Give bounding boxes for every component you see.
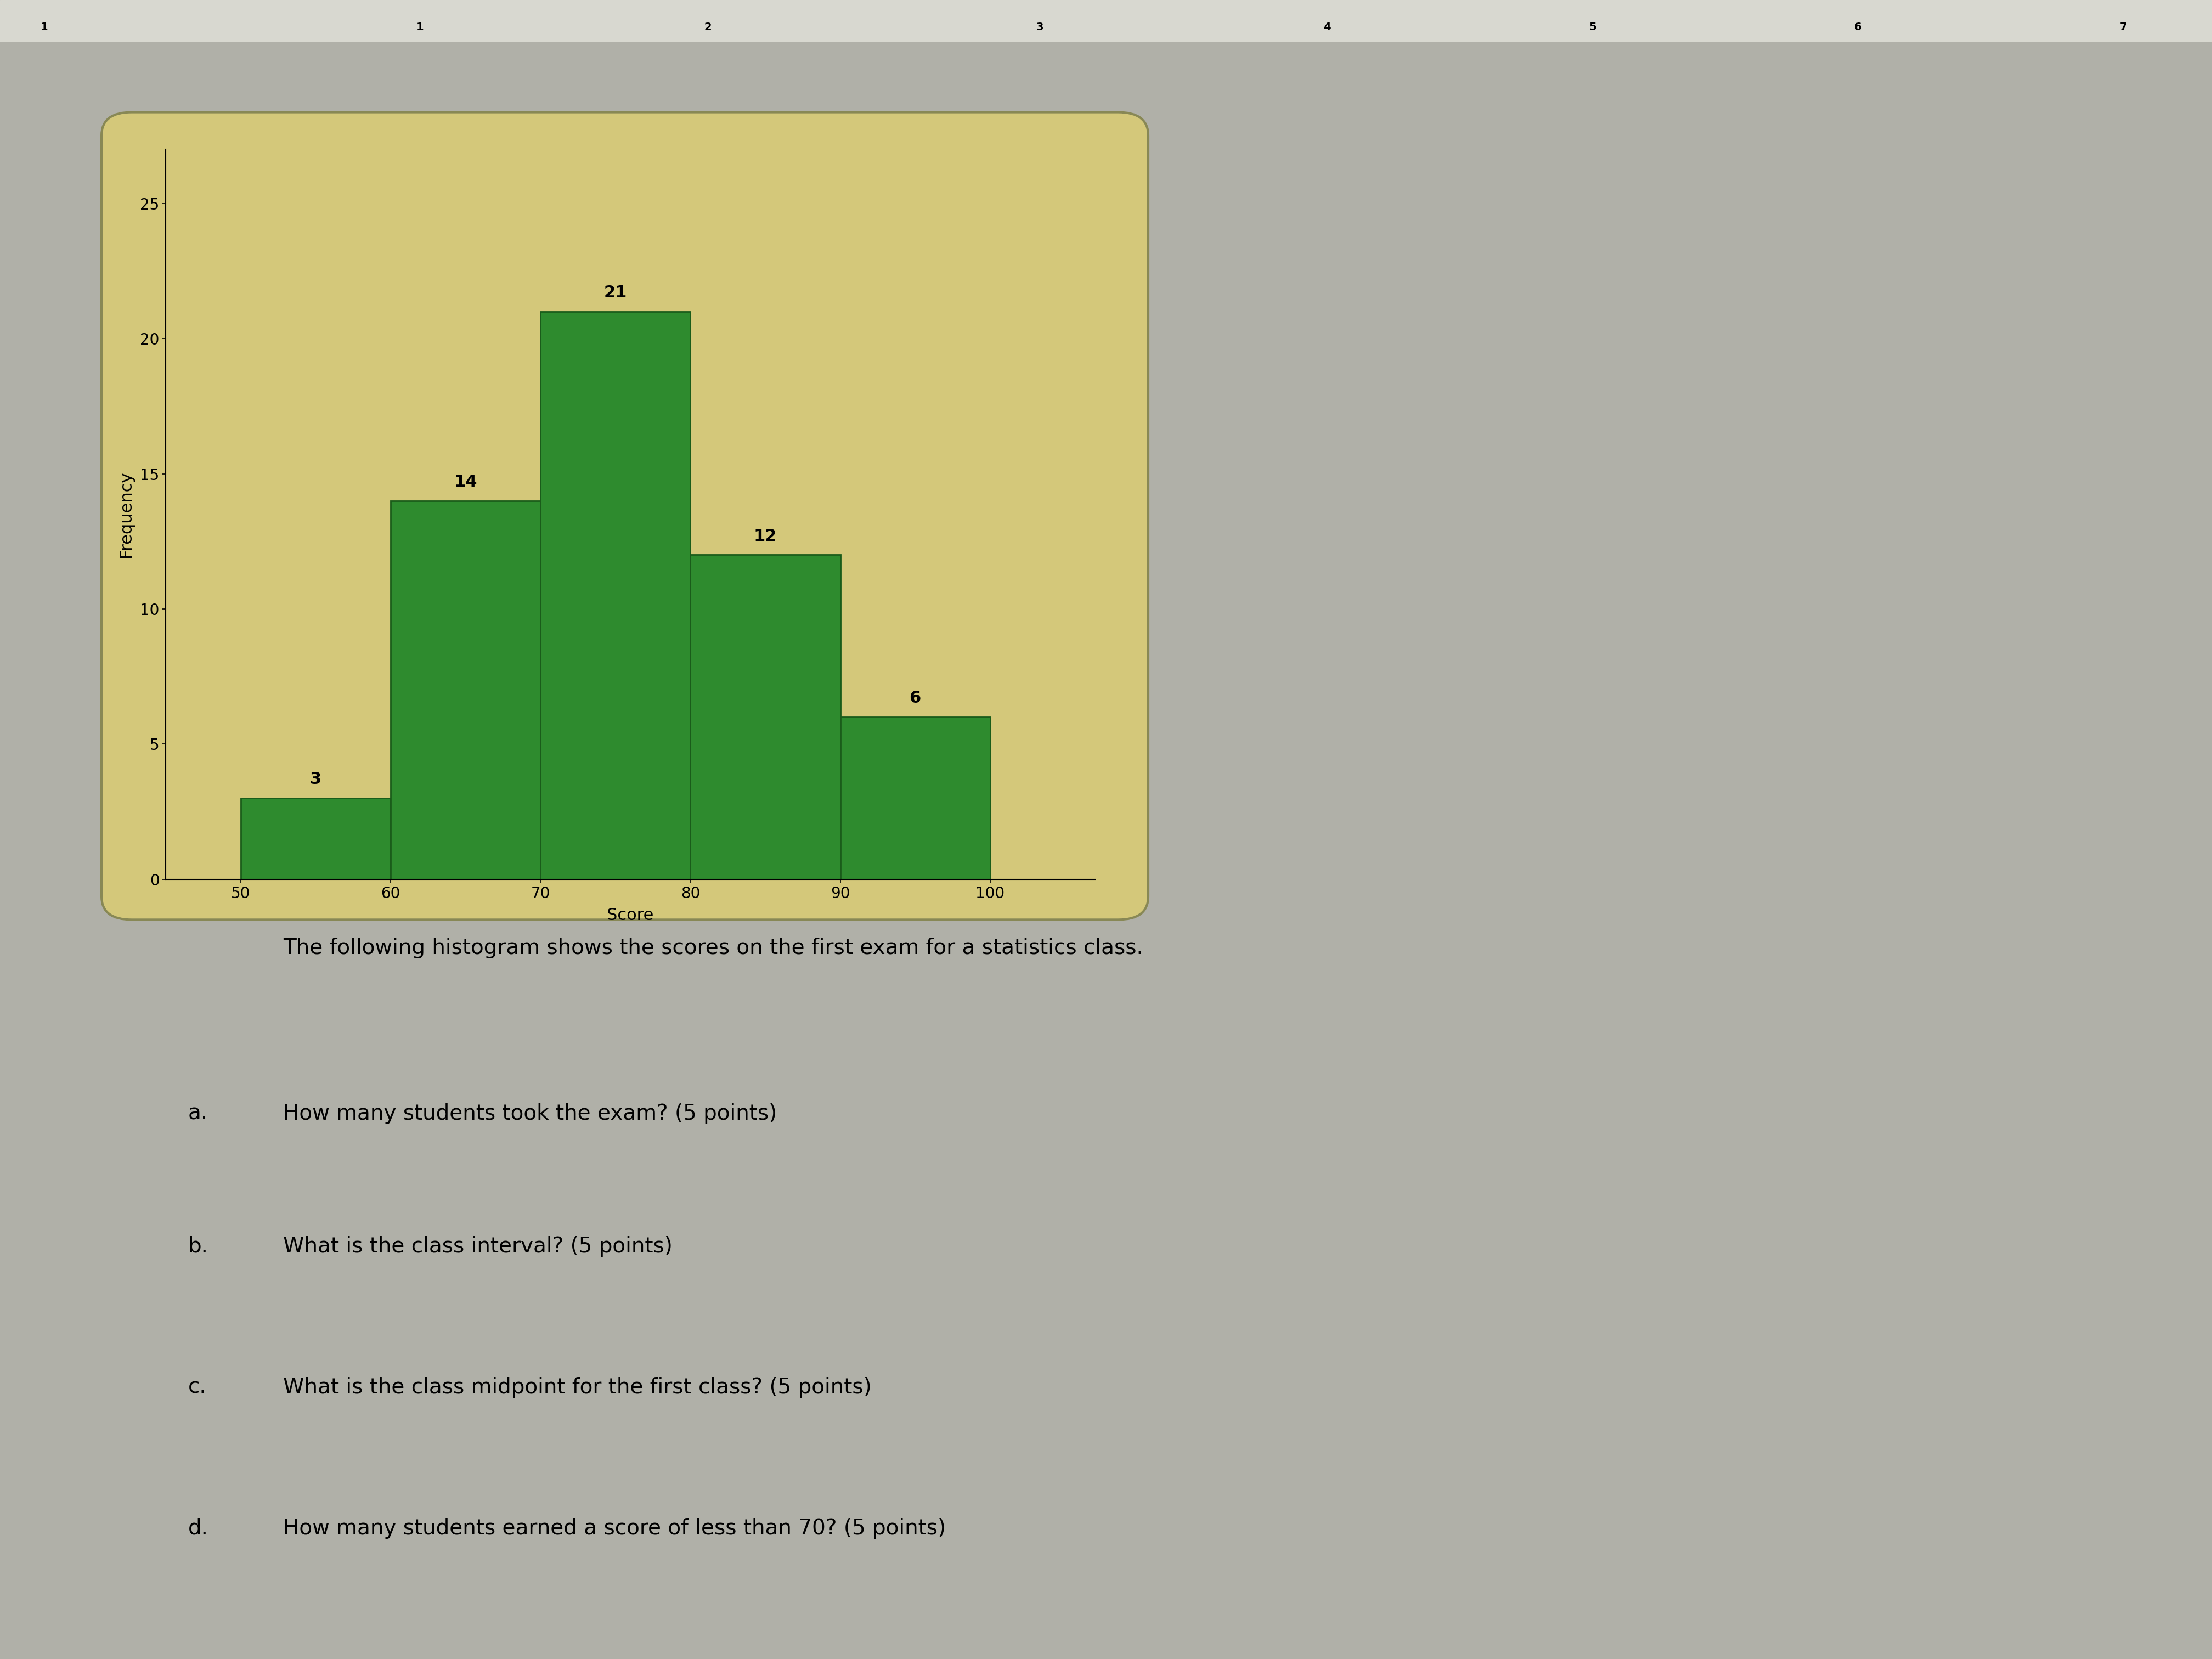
Text: 1: 1	[416, 22, 425, 32]
Text: 6: 6	[909, 690, 920, 707]
Text: 14: 14	[453, 474, 478, 489]
Text: What is the class interval? (5 points): What is the class interval? (5 points)	[283, 1236, 672, 1258]
Text: What is the class midpoint for the first class? (5 points): What is the class midpoint for the first…	[283, 1377, 872, 1399]
Text: 1: 1	[40, 22, 49, 32]
Bar	[690, 554, 841, 879]
Text: b.: b.	[188, 1236, 208, 1258]
Text: The following histogram shows the scores on the first exam for a statistics clas: The following histogram shows the scores…	[283, 937, 1144, 959]
Text: 4: 4	[1323, 22, 1332, 32]
Text: 5: 5	[1588, 22, 1597, 32]
Text: 6: 6	[1854, 22, 1863, 32]
Text: 2: 2	[703, 22, 712, 32]
Text: d.: d.	[188, 1518, 208, 1540]
Bar	[540, 312, 690, 879]
Text: How many students took the exam? (5 points): How many students took the exam? (5 poin…	[283, 1103, 776, 1125]
X-axis label: Score: Score	[606, 907, 655, 922]
Text: How many students earned a score of less than 70? (5 points): How many students earned a score of less…	[283, 1518, 947, 1540]
Bar	[241, 798, 392, 879]
Text: c.: c.	[188, 1377, 206, 1399]
Text: 12: 12	[754, 528, 776, 544]
Text: 3: 3	[310, 771, 321, 788]
Text: 3: 3	[1035, 22, 1044, 32]
Y-axis label: Frequency: Frequency	[117, 471, 135, 557]
Text: 21: 21	[604, 285, 626, 300]
Text: a.: a.	[188, 1103, 208, 1125]
Bar	[392, 501, 540, 879]
FancyBboxPatch shape	[102, 113, 1148, 919]
Bar	[841, 717, 991, 879]
Text: 7: 7	[2119, 22, 2128, 32]
